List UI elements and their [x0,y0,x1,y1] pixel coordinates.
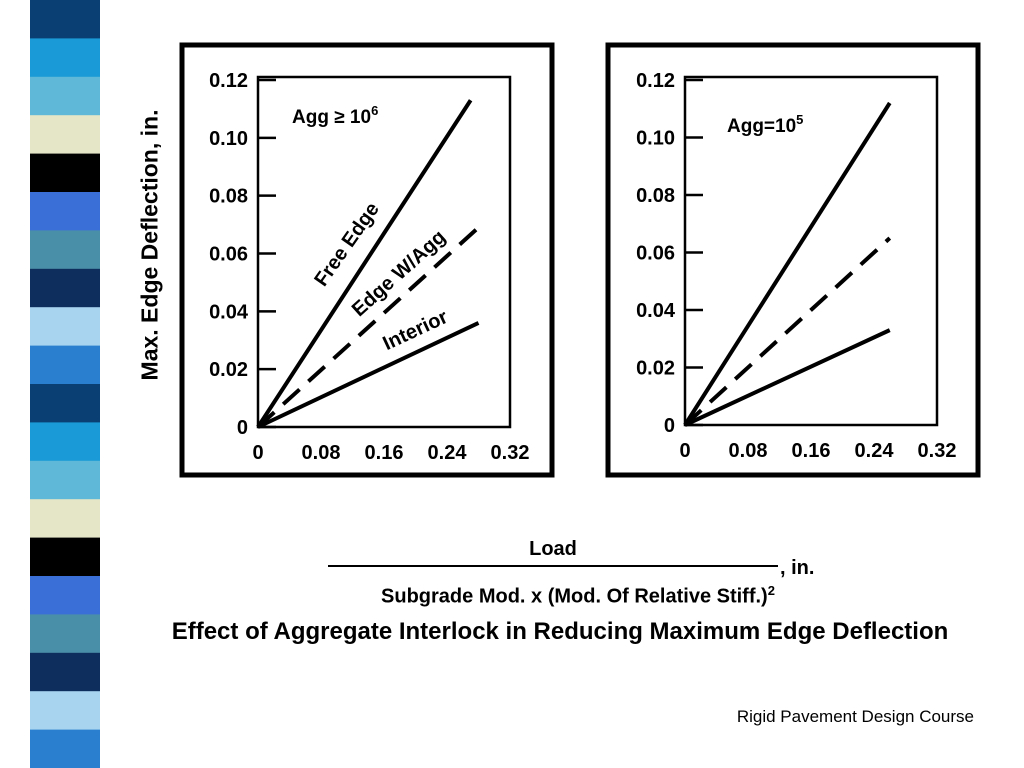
stripe-band [30,729,100,768]
x-label-unit: , in. [780,557,815,579]
stripe-band [30,499,100,539]
chart-frame [605,42,981,478]
x-tick-label: 0.16 [792,440,831,462]
annotation-exponent: 6 [371,103,378,118]
series-line [683,101,892,427]
annotation-text: Agg=10 [727,116,796,137]
series-line [256,99,473,429]
plot-area [256,75,512,429]
series-line [683,236,892,427]
stripe-band [30,460,100,500]
x-tick-label: 0 [679,440,690,462]
aggregate-annotation: Agg ≥ 106 [292,103,378,128]
annotation-text: Agg ≥ 10 [292,107,371,128]
y-tick-label: 0.10 [636,128,675,150]
y-tick-label: 0.12 [209,70,248,92]
stripe-band [30,230,100,270]
x-tick-label: 0.32 [491,442,530,464]
x-tick-label: 0.08 [729,440,768,462]
x-tick-label: 0 [252,442,263,464]
x-tick-label: 0.24 [428,442,468,464]
x-label-denominator-text: Subgrade Mod. x (Mod. Of Relative Stiff.… [381,585,768,608]
figure-caption: Effect of Aggregate Interlock in Reducin… [171,618,949,645]
x-label-exponent: 2 [767,583,775,598]
y-tick-label: 0 [237,417,248,439]
stripe-band [30,614,100,654]
stripe-band [30,345,100,385]
stripe-band [30,307,100,347]
aggregate-annotation: Agg=105 [727,112,803,137]
series-line [684,328,891,427]
stripe-band [30,422,100,462]
series-line [257,321,480,429]
stripe-band [30,115,100,155]
x-tick-label: 0.16 [365,442,404,464]
series-line [256,225,480,429]
chart-agg-10-5: 0 0.02 0.04 0.06 0.08 0.10 0.12 0 0.08 0.16 0.24 0.… [605,42,981,478]
stripe-band [30,76,100,116]
y-tick-label: 0.06 [636,243,675,265]
x-tick-label: 0.32 [918,440,957,462]
plot-area [683,75,939,427]
stripe-band [30,576,100,615]
chart-agg-10-6: 0 0.02 0.04 0.06 0.08 0.10 0.12 0 0.08 0.16 0.24 0.… [179,42,555,478]
footer-text: Rigid Pavement Design Course [736,707,974,726]
stripe-band [30,0,100,39]
annotation-exponent: 5 [796,112,803,127]
y-tick-label: 0.02 [636,358,675,380]
stripe-band [30,537,100,577]
y-tick-label: 0.10 [209,128,248,150]
stripe-band [30,384,100,423]
y-tick-label: 0.08 [209,186,248,208]
stripe-band [30,652,100,692]
stripe-band [30,192,100,231]
y-tick-label: 0 [664,415,675,437]
y-tick-label: 0.04 [209,301,249,323]
x-label-numerator: Load [529,538,577,560]
y-tick-label: 0.04 [636,300,676,322]
x-tick-label: 0.24 [855,440,895,462]
y-tick-label: 0.12 [636,70,675,92]
y-tick-label: 0.08 [636,185,675,207]
stripe-band [30,268,100,308]
stripe-gap [100,0,120,768]
stripe-band [30,153,100,193]
y-tick-label: 0.02 [209,359,248,381]
stripe-band [30,691,100,731]
decorative-stripe [30,0,120,768]
x-tick-label: 0.08 [302,442,341,464]
stripe-band [30,38,100,78]
fraction-bar [328,565,778,567]
y-tick-label: 0.06 [209,244,248,266]
x-label-denominator: Subgrade Mod. x (Mod. Of Relative Stiff.… [318,583,838,609]
